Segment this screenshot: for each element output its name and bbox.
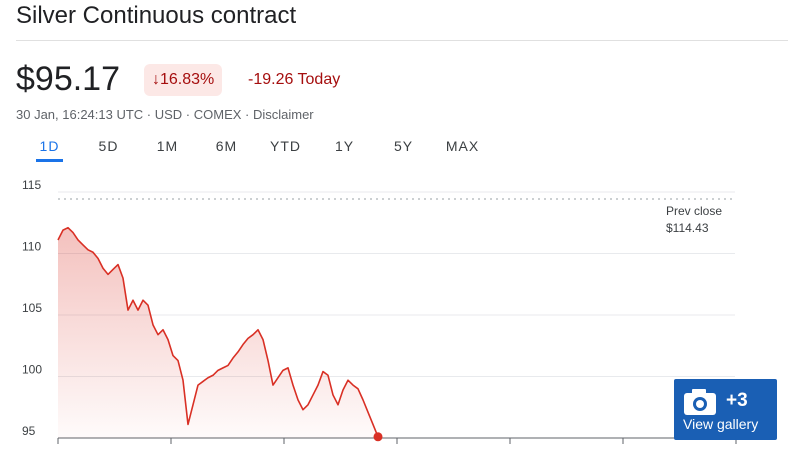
- gallery-label: View gallery: [683, 416, 759, 432]
- range-tab-label: MAX: [445, 138, 480, 154]
- range-tab-label: 5Y: [393, 138, 414, 154]
- change-percent: 16.83%: [160, 71, 215, 88]
- range-tab-label: YTD: [270, 138, 301, 154]
- separator: [16, 40, 788, 41]
- camera-icon: [684, 389, 716, 415]
- prev-close-title: Prev close: [666, 204, 722, 218]
- y-tick-label: 110: [22, 240, 41, 254]
- range-tab-label: 1D: [35, 138, 64, 162]
- quote-info: 30 Jan, 16:24:13 UTC · USD · COMEX · Dis…: [16, 107, 314, 122]
- y-tick-label: 115: [22, 178, 41, 192]
- y-tick-label: 105: [22, 301, 42, 315]
- area: [58, 227, 378, 438]
- range-tab-label: 5D: [98, 138, 119, 154]
- range-tab[interactable]: 1D: [20, 138, 79, 162]
- change-chip: ↓16.83%: [144, 64, 223, 96]
- gallery-button[interactable]: +3 View gallery: [674, 379, 777, 440]
- title: Silver Continuous contract: [16, 2, 297, 29]
- y-tick-label: 95: [22, 424, 36, 438]
- last-point: [373, 432, 383, 442]
- price: $95.17: [16, 60, 120, 98]
- range-tab[interactable]: 1Y: [315, 138, 374, 160]
- price-line: [57, 226, 379, 438]
- y-tick-label: 100: [22, 363, 42, 377]
- range-tab[interactable]: 6M: [197, 138, 256, 160]
- range-tabs: 1D 5D 1M 6M YTD 1Y 5Y MAX: [20, 138, 492, 162]
- range-tab[interactable]: 1M: [138, 138, 197, 160]
- range-tab-label: 6M: [215, 138, 238, 154]
- range-tab-label: 1M: [156, 138, 179, 154]
- gallery-count: +3: [726, 390, 748, 411]
- range-tab[interactable]: YTD: [256, 138, 315, 160]
- range-tab[interactable]: MAX: [433, 138, 492, 160]
- range-tab-label: 1Y: [334, 138, 355, 154]
- prev-close-label: $114.43: [666, 221, 709, 235]
- change-today: -19.26 Today: [248, 71, 341, 88]
- range-tab[interactable]: 5D: [79, 138, 138, 160]
- range-tab[interactable]: 5Y: [374, 138, 433, 160]
